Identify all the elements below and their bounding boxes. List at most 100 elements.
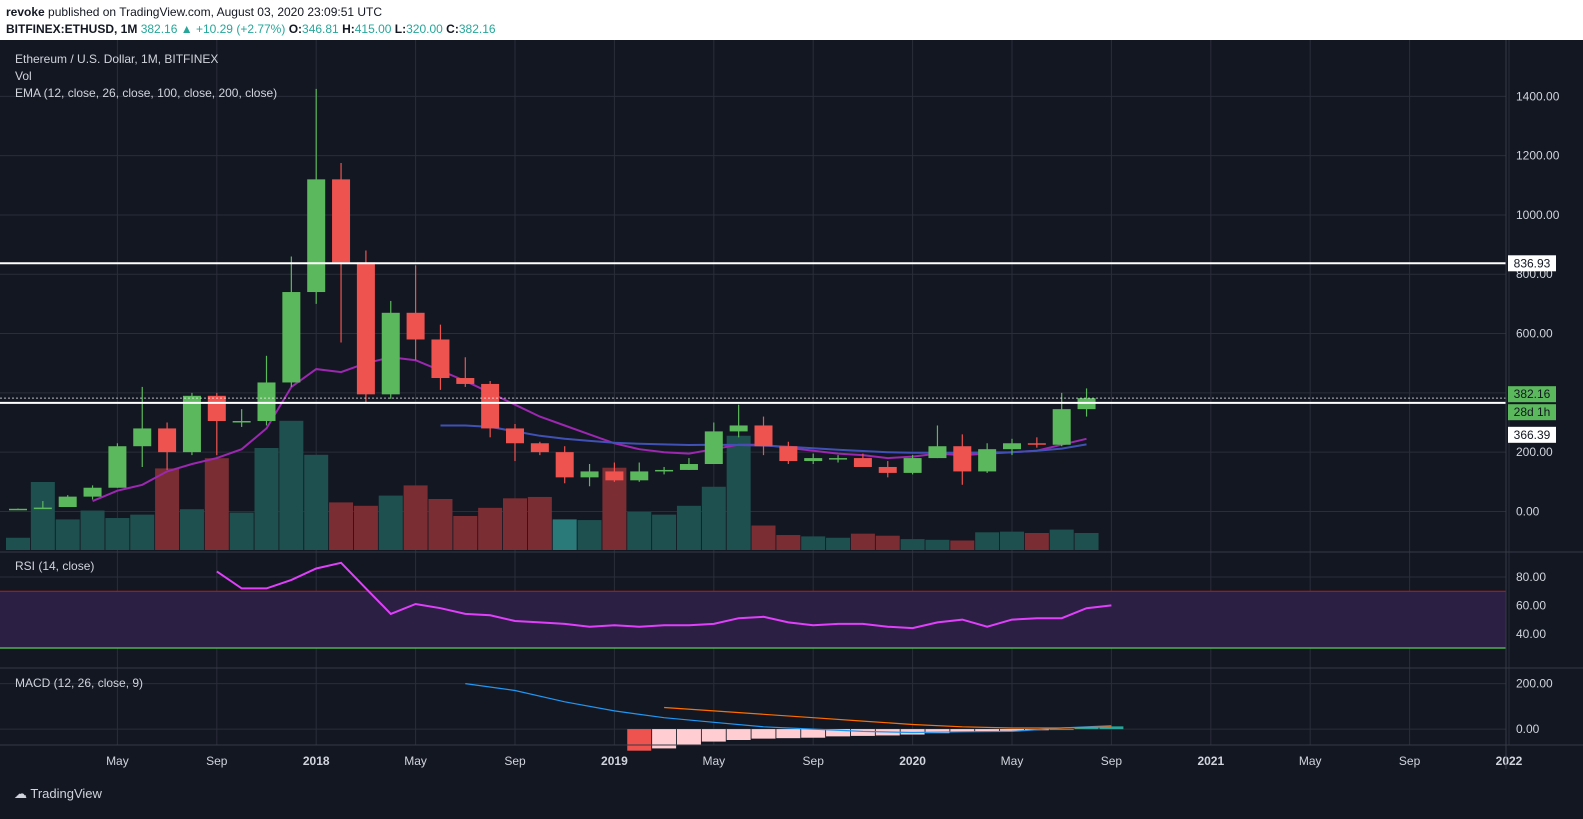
rsi-line: [216, 561, 1112, 630]
price-axis[interactable]: 0.00200.00400.00600.00800.001000.001200.…: [1508, 89, 1560, 736]
price-change: ▲ +10.29 (+2.77%): [180, 22, 286, 36]
candle-body: [655, 469, 674, 472]
volume-bar: [55, 519, 80, 550]
candle-body: [754, 425, 773, 447]
ema-legend: EMA (12, close, 26, close, 100, close, 2…: [15, 86, 278, 100]
main-legend-title: Ethereum / U.S. Dollar, 1M, BITFINEX: [15, 52, 219, 66]
candle-body: [356, 262, 375, 395]
price-tick-label: 200.00: [1516, 445, 1553, 459]
candle-body: [481, 383, 500, 429]
time-tick-label: 2019: [601, 754, 628, 768]
candle-body: [406, 312, 425, 340]
chart-canvas[interactable]: 0.00200.00400.00600.00800.001000.001200.…: [0, 40, 1583, 769]
price-tick-label: 600.00: [1516, 327, 1553, 341]
candle-body: [207, 395, 226, 422]
publish-header: revoke published on TradingView.com, Aug…: [0, 0, 1583, 40]
volume-bar: [1024, 533, 1049, 550]
volume-bar: [652, 514, 677, 550]
price-tick-label: 1000.00: [1516, 208, 1560, 222]
candle-body: [953, 446, 972, 472]
macd-tick-label: 0.00: [1516, 722, 1540, 736]
time-tick-label: Sep: [803, 754, 825, 768]
rsi-tick-label: 80.00: [1516, 570, 1546, 584]
volume-bar: [428, 499, 453, 550]
candle-body: [232, 421, 251, 423]
time-tick-label: Sep: [1399, 754, 1421, 768]
volume-bar: [527, 496, 552, 550]
candle-body: [83, 487, 102, 497]
macd-tick-label: 200.00: [1516, 677, 1553, 691]
candle-body: [804, 458, 823, 462]
candle-body: [9, 508, 27, 511]
candle-body: [158, 428, 177, 453]
volume-bar: [378, 495, 403, 550]
candle-body: [729, 425, 748, 432]
volume-bar: [503, 498, 527, 550]
volume-bar: [279, 420, 304, 550]
volume-bar: [130, 514, 155, 550]
volume-bar: [950, 540, 975, 550]
high-label: H:: [342, 22, 355, 36]
macd-histogram-bar: [701, 729, 726, 742]
price-tick-label: 1400.00: [1516, 89, 1560, 103]
high-value: 415.00: [354, 22, 392, 36]
macd-histogram-bar: [676, 729, 701, 745]
volume-bar: [204, 458, 229, 550]
candle-body: [1003, 443, 1021, 450]
volume-bar: [353, 505, 378, 550]
candle-body: [332, 179, 351, 263]
candle-body: [903, 458, 922, 473]
volume-bar: [1000, 531, 1024, 550]
author-name[interactable]: revoke: [6, 5, 45, 19]
time-tick-label: May: [1299, 754, 1322, 768]
candle-body: [182, 395, 201, 453]
candle-body: [605, 471, 624, 481]
symbol-line: BITFINEX:ETHUSD, 1M 382.16 ▲ +10.29 (+2.…: [6, 22, 496, 36]
price-label-box: [1508, 404, 1556, 421]
macd-histogram-bar: [726, 729, 751, 740]
volume-bar: [1074, 533, 1099, 550]
volume-bar: [726, 435, 751, 550]
price-label-text: 836.93: [1514, 256, 1551, 270]
price-tick-label: 1200.00: [1516, 149, 1560, 163]
candle-body: [1052, 409, 1071, 445]
volume-bar: [751, 525, 776, 550]
volume-bar: [155, 468, 180, 550]
macd-histogram-bar: [776, 729, 801, 739]
chart-background: [0, 40, 1583, 769]
volume-bar: [1049, 529, 1074, 550]
candle-body: [928, 446, 947, 459]
low-value: 320.00: [406, 22, 443, 36]
volume-bar: [801, 536, 826, 550]
ema-fast-line: [92, 356, 1087, 503]
volume-bar: [676, 505, 701, 550]
tradingview-logo[interactable]: ☁ TradingView: [14, 786, 102, 802]
volume-bar: [80, 510, 105, 550]
open-label: O:: [288, 22, 303, 36]
time-axis[interactable]: May Sep 2018 May Sep 2019 May Sep 2020 May Sep 2021…: [106, 754, 1523, 768]
price-label-box: [1508, 426, 1556, 443]
time-tick-label: May: [106, 754, 129, 768]
macd-histogram-bar: [1000, 729, 1024, 731]
candle-body: [381, 312, 400, 395]
candle-body: [33, 507, 52, 510]
pane-separators: [0, 40, 1583, 769]
volume-bar: [254, 448, 279, 550]
macd-histogram-bar: [652, 729, 677, 749]
volume-bar: [453, 516, 478, 550]
candle-body: [878, 466, 897, 473]
volume-bars: [6, 420, 1099, 550]
volume-bar: [478, 507, 503, 550]
horizontal-lines[interactable]: [0, 262, 1506, 404]
candle-body: [978, 449, 997, 472]
time-tick-label: Sep: [504, 754, 526, 768]
time-tick-label: May: [702, 754, 725, 768]
candle-body: [108, 446, 127, 488]
candle-body: [630, 471, 649, 481]
volume-bar: [577, 520, 602, 550]
candle-body: [679, 464, 698, 470]
candle-body: [829, 458, 848, 460]
volume-bar: [701, 486, 726, 550]
macd-histogram-bar: [751, 729, 776, 739]
footer-bar: ☁ TradingView: [0, 769, 1583, 819]
